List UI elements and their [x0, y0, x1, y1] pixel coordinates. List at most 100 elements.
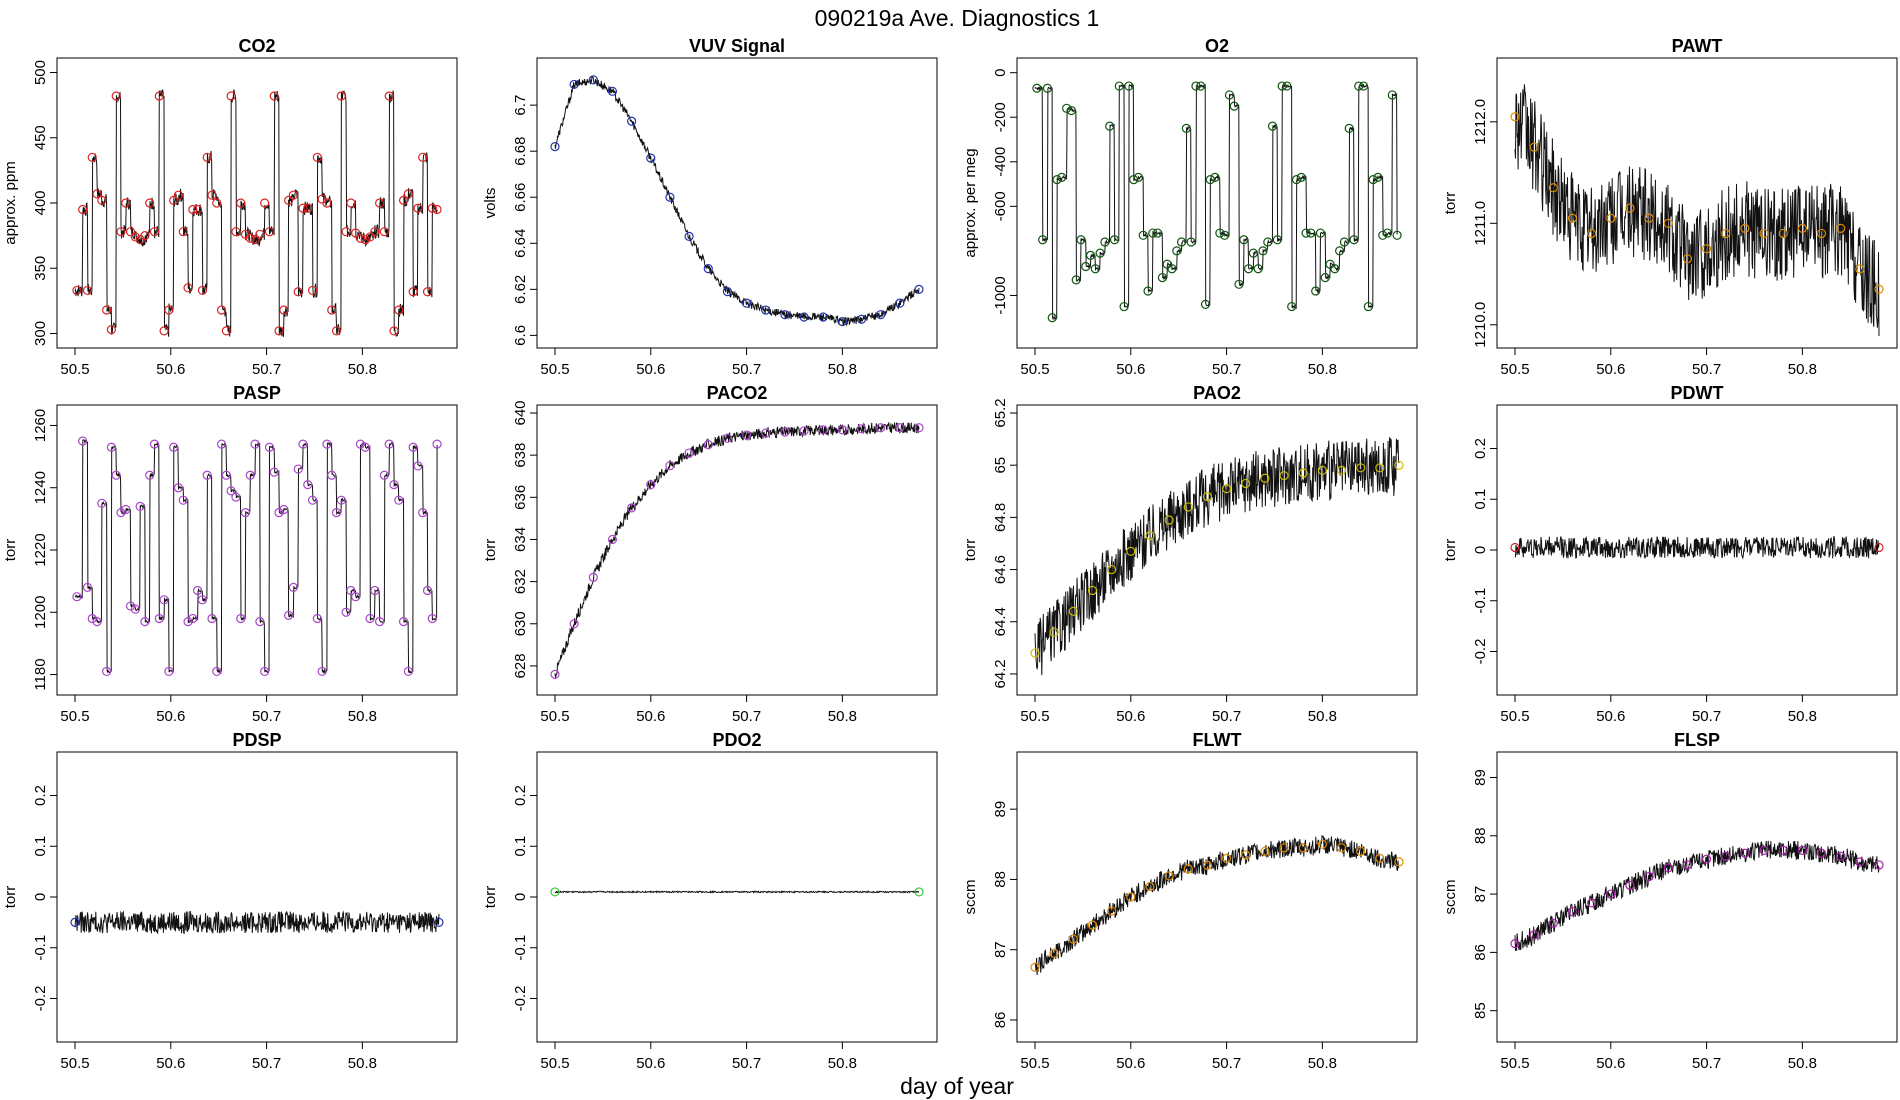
- average-point: [1114, 81, 1124, 91]
- average-point: [1567, 906, 1578, 917]
- panel-title: PDWT: [1671, 383, 1724, 403]
- average-point: [1344, 123, 1354, 133]
- average-point: [1335, 246, 1345, 256]
- average-point: [145, 198, 155, 208]
- average-point: [1644, 213, 1654, 223]
- average-point: [422, 585, 433, 596]
- x-tick-label: 50.7: [1212, 1055, 1241, 1072]
- average-point: [140, 617, 150, 627]
- average-point: [1153, 228, 1163, 238]
- y-tick-label: 0.2: [512, 785, 529, 806]
- average-point: [1172, 246, 1182, 256]
- average-point: [876, 423, 886, 433]
- average-point: [216, 305, 227, 315]
- y-tick-label: 1212.0: [1472, 99, 1489, 145]
- x-tick-label: 50.5: [1020, 1055, 1049, 1072]
- y-tick-label: 0.1: [1472, 489, 1489, 510]
- y-tick-label: 1260: [32, 409, 49, 442]
- average-point: [1510, 112, 1520, 122]
- average-point: [1721, 228, 1731, 239]
- average-point: [1282, 81, 1292, 91]
- average-point: [1220, 230, 1230, 240]
- x-tick-label: 50.6: [636, 708, 665, 725]
- average-point: [818, 425, 828, 435]
- average-point: [1085, 250, 1096, 260]
- average-point: [236, 613, 246, 624]
- average-point: [569, 79, 579, 90]
- y-tick-label: 6.66: [512, 183, 529, 212]
- average-point: [1548, 918, 1558, 928]
- panel-title: FLSP: [1674, 730, 1720, 750]
- average-point: [1317, 465, 1327, 476]
- panel-o2: O2 approx. per meg 0 -200 -400 -600 -1000 50.5 5…: [962, 36, 1418, 378]
- average-point: [188, 613, 198, 624]
- average-point: [92, 189, 102, 199]
- average-point: [288, 190, 298, 200]
- y-tick-label: 6.7: [512, 95, 529, 116]
- x-tick-label: 50.8: [1308, 1055, 1337, 1072]
- y-tick-label: 87: [1472, 886, 1489, 903]
- average-point: [1301, 228, 1311, 238]
- average-point: [1279, 843, 1289, 853]
- average-point: [408, 287, 418, 297]
- average-point: [231, 492, 241, 502]
- average-point: [1260, 473, 1270, 483]
- average-point: [394, 305, 404, 315]
- average-point: [1874, 860, 1884, 870]
- average-point: [1107, 564, 1117, 575]
- average-point: [761, 305, 771, 315]
- average-point: [1087, 585, 1098, 596]
- plot-frame: [56, 404, 458, 696]
- average-point: [264, 227, 275, 237]
- average-point: [413, 203, 423, 213]
- average-point: [1049, 627, 1059, 637]
- raw-signal-line: [1034, 834, 1400, 975]
- average-point: [646, 480, 656, 490]
- average-point: [418, 508, 428, 518]
- x-tick-label: 50.8: [1308, 361, 1337, 378]
- y-tick-label: 350: [32, 256, 49, 281]
- average-point: [398, 195, 409, 205]
- average-point: [1387, 90, 1397, 100]
- average-point: [1030, 962, 1040, 972]
- average-point: [1797, 845, 1807, 855]
- average-point: [260, 198, 270, 208]
- average-point: [183, 617, 193, 627]
- raw-signal-line: [1514, 535, 1880, 560]
- y-axis-label: torr: [962, 539, 979, 562]
- panel-flwt: FLWT sccm 86 87 88 89 50.5 50.6 50.7 50.8: [962, 730, 1418, 1072]
- average-point: [1330, 264, 1340, 274]
- average-point: [1279, 471, 1289, 481]
- x-tick-label: 50.5: [1500, 361, 1529, 378]
- average-point: [1032, 83, 1042, 93]
- average-point: [1200, 299, 1211, 309]
- average-point: [722, 433, 733, 443]
- average-point: [1587, 228, 1597, 239]
- x-tick-label: 50.5: [540, 708, 569, 725]
- average-point: [427, 613, 437, 624]
- average-point: [550, 669, 560, 679]
- x-tick-label: 50.6: [156, 708, 185, 725]
- average-point: [197, 595, 207, 605]
- average-point: [1296, 172, 1306, 182]
- y-tick-label: -0.1: [32, 935, 49, 961]
- average-point: [1138, 230, 1148, 240]
- y-tick-label: 0: [512, 893, 529, 901]
- average-point: [298, 439, 308, 449]
- average-point: [154, 91, 164, 101]
- x-tick-label: 50.8: [828, 1055, 857, 1072]
- plot-frame: [1496, 751, 1898, 1043]
- average-point: [1701, 244, 1712, 254]
- average-point: [1241, 478, 1251, 489]
- y-axis-label: torr: [2, 886, 19, 909]
- y-tick-label: -1000: [992, 276, 1009, 314]
- average-point: [432, 204, 442, 215]
- average-point: [1373, 172, 1383, 182]
- average-point: [121, 504, 131, 515]
- average-point: [1087, 920, 1098, 930]
- average-point: [1644, 871, 1654, 882]
- plot-frame: [536, 404, 938, 696]
- raw-signal-line: [74, 910, 440, 935]
- y-tick-label: 86: [992, 1012, 1009, 1029]
- average-point: [837, 316, 847, 327]
